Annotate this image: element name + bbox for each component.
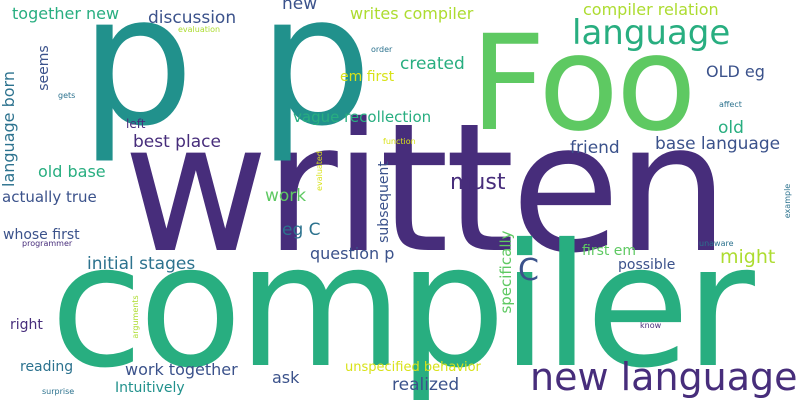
word-new-language: new language [530, 355, 798, 399]
word-left: left [126, 117, 146, 131]
word-know: know [640, 321, 662, 330]
word-arguments: arguments [131, 295, 140, 339]
word-eg-c: eg C [282, 220, 321, 240]
word-function: function [383, 137, 416, 146]
word-language: language [572, 13, 731, 53]
word-vague-recollection: vague recollection [293, 108, 432, 126]
word-p-2: p [258, 0, 373, 166]
word-specifically: specifically [497, 230, 515, 314]
word-writes-compiler: writes compiler [350, 4, 474, 23]
word-evaluated: evaluated [315, 151, 324, 191]
word-base-language: base language [655, 134, 781, 154]
word-best-place: best place [133, 132, 221, 152]
word-old-eg: OLD eg [706, 62, 765, 81]
word-programmer: programmer [22, 239, 73, 248]
word-language-born: language born [0, 71, 18, 187]
word-old-base: old base [38, 162, 106, 181]
word-realized: realized [392, 375, 460, 395]
word-created: created [400, 54, 465, 74]
word-friend: friend [570, 138, 620, 158]
word-order: order [371, 45, 393, 54]
word-work-together: work together [125, 360, 238, 379]
word-old: old [718, 118, 744, 138]
word-example: example [783, 183, 792, 219]
word-first-em: first em [582, 243, 637, 259]
word-work: work [265, 186, 307, 206]
word-evaluation: evaluation [178, 25, 221, 34]
word-actually-true: actually true [2, 188, 97, 206]
word-possible: possible [618, 257, 676, 273]
word-written: written [123, 85, 729, 292]
word-subsequent: subsequent [376, 161, 392, 243]
word-initial-stages: initial stages [87, 254, 196, 274]
word-compiler-relation: compiler relation [583, 0, 719, 19]
word-foo: Foo [470, 7, 697, 161]
word-em-first: em first [340, 69, 395, 85]
word-must: must [450, 170, 506, 195]
word-unspecified-behavior: unspecified behavior [345, 360, 481, 375]
word-intuitively: Intuitively [115, 380, 185, 396]
word-seems: seems [36, 45, 52, 91]
word-question-p: question p [310, 244, 395, 263]
word-p-1: p [80, 0, 195, 166]
word-together-new: together new [12, 4, 120, 23]
word-whose-first: whose first [3, 227, 80, 243]
word-affect: affect [719, 100, 742, 109]
word-discussion: discussion [148, 8, 237, 28]
word-surprise: surprise [42, 387, 75, 396]
word-ask: ask [272, 368, 300, 387]
word-compiler-big: compiler [50, 208, 755, 400]
word-reading: reading [20, 359, 74, 375]
word-right: right [10, 317, 43, 333]
word-might: might [720, 246, 776, 268]
word-new: new [282, 0, 318, 14]
word-gets: gets [58, 91, 76, 100]
word-c: C [518, 253, 539, 288]
word-unaware: unaware [699, 239, 734, 248]
